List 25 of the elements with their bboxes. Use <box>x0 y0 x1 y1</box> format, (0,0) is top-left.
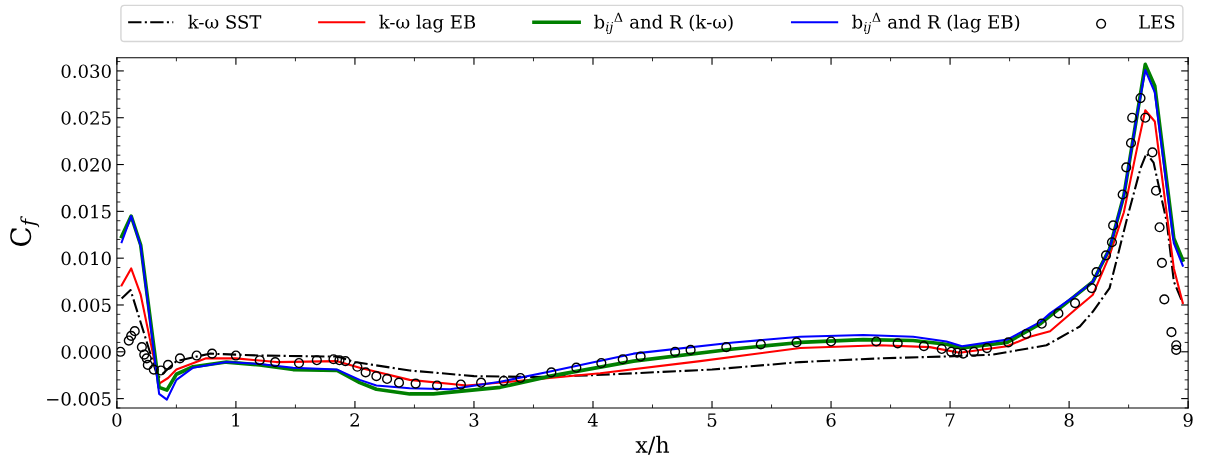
x-tick-label: 0 <box>112 413 122 427</box>
legend-label: b$_{ij}$$^{Δ}$ and R (k-ω) <box>594 12 733 35</box>
y-tick-label: 0.030 <box>61 64 111 79</box>
x-tick-label: 1 <box>232 413 240 427</box>
x-tick-label: 6 <box>826 413 836 427</box>
legend-label: LES <box>1139 15 1175 29</box>
y-tick-label: 0.020 <box>61 158 111 172</box>
y-tick-label: 0.025 <box>61 111 111 125</box>
legend-label: k-ω SST <box>188 14 262 29</box>
x-tick-label: 5 <box>707 413 717 427</box>
y-tick-label: 0.005 <box>61 298 111 313</box>
x-tick-label: 3 <box>469 413 479 427</box>
x-axis-title: x/h <box>635 435 670 455</box>
x-tick-label: 8 <box>1064 413 1074 427</box>
legend-label: k-ω lag EB <box>379 14 476 33</box>
y-tick-label: 0.000 <box>61 345 111 359</box>
x-tick-label: 4 <box>587 413 598 427</box>
y-tick-label: 0.015 <box>61 204 111 219</box>
legend-label: b$_{ij}$$^{Δ}$ and R (lag EB) <box>852 12 1020 35</box>
y-tick-label: 0.010 <box>61 251 111 266</box>
x-tick-label: 9 <box>1183 413 1193 427</box>
x-tick-label: 7 <box>945 413 955 427</box>
y-tick-label: −0.005 <box>47 392 111 406</box>
y-axis-title: C$_{f}$ <box>10 216 40 247</box>
x-tick-label: 2 <box>350 413 359 427</box>
